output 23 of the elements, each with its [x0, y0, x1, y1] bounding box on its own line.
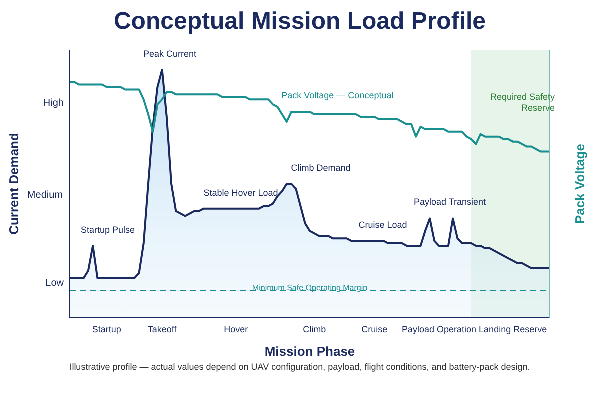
x-tick-label: Cruise — [362, 324, 388, 334]
x-tick-label: Takeoff — [148, 324, 178, 334]
text: Medium — [27, 190, 63, 201]
text: Illustrative profile — actual values depend on UAV configuration, payload, flight conditions, and battery-pack design. — [68, 362, 532, 372]
annotation: Startup Pulse — [80, 225, 136, 236]
text: Low — [44, 278, 64, 289]
x-tick-label: Payload Operation — [402, 324, 477, 334]
chart-title: Conceptual Mission Load Profile — [112, 8, 488, 37]
y-axis-title: Current Demand — [6, 133, 22, 235]
ref-line-label: Minimum Safe Operating Margin — [252, 283, 368, 292]
text: Peak Current — [142, 49, 198, 60]
x-tick-label: Startup — [92, 324, 122, 334]
y2-axis-title: Pack Voltage — [572, 144, 588, 224]
x-tick-label: Climb — [303, 324, 326, 334]
annotation: Stable Hover Load — [202, 188, 280, 199]
annotation: Cruise Load — [358, 220, 408, 231]
annotation: Payload Transient — [412, 197, 488, 208]
x-tick-label: Hover — [224, 324, 248, 334]
x-axis-title: Mission Phase — [264, 344, 356, 359]
annotation: Climb Demand — [290, 163, 352, 174]
text: High — [42, 98, 64, 109]
x-tick-label: Landing Reserve — [479, 324, 548, 334]
series-label: Pack Voltage — Conceptual — [282, 90, 394, 101]
